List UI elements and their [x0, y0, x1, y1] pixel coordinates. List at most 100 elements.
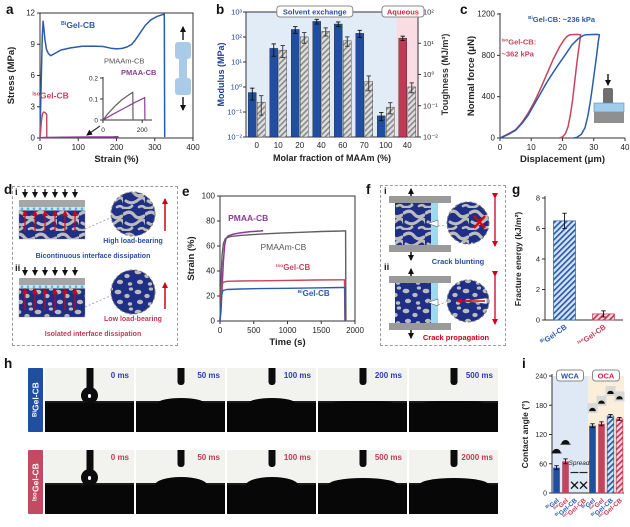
timestamp: 200 ms [374, 371, 402, 380]
x-tick-label: 0 [101, 127, 105, 134]
y-tick-label: 60 [539, 461, 547, 468]
y-tick-label: 800 [482, 51, 496, 60]
bar-toughness-40 [321, 31, 330, 138]
annotation: ~362 kPa [502, 49, 535, 58]
drop-photo-frame: 50 ms [136, 368, 225, 432]
y-tick-label: 40 [206, 267, 215, 276]
drop-photo-frame: 100 ms [227, 450, 316, 514]
y-axis-label: Contact angle (°) [520, 401, 530, 469]
series-BiGel-CB [39, 13, 166, 139]
sub-index-i: i [15, 187, 18, 198]
chart-g: 0 2 4 6 8 Fracture energy (kJ/m²) BiGel-CB IsoG… [513, 194, 623, 345]
flat-droplet-icon [552, 448, 561, 454]
header-box [592, 369, 620, 382]
pendant-drop [81, 387, 98, 405]
panel-d-letter: d [4, 182, 13, 197]
y-tick-label: 120 [535, 432, 547, 439]
annotation: PMAAm-CB [104, 57, 144, 66]
tag-text: Gel-CB [30, 463, 41, 493]
bar-toughness-40 [407, 86, 416, 138]
bar-modulus-10 [269, 48, 278, 138]
timestamp: 500 ms [465, 371, 493, 380]
y-tick-label: 8 [536, 194, 540, 203]
bar-modulus-40 [398, 37, 407, 138]
y-tick-label: 6 [31, 71, 36, 80]
spread-drop [157, 398, 204, 404]
drop-photo-frame: 0 ms [45, 450, 134, 514]
right-axis-label: Toughness (MJ/m³) [440, 34, 450, 116]
y-tick-label: 180 [535, 403, 547, 410]
x-tick-label: 0 [38, 143, 43, 152]
y-axis-label: Stress (MPa) [6, 47, 17, 105]
x-tick-label: 500 [247, 326, 261, 335]
timestamp: 0 ms [110, 453, 129, 462]
y-tick-label: 400 [482, 92, 496, 101]
bicontinuous-interface-diagram [18, 189, 168, 240]
left-tick: 10¹ [231, 58, 242, 67]
y-axis-label: Normal force (μN) [466, 36, 477, 116]
y-tick-label: 80 [206, 217, 215, 226]
y-tick-label: 240 [535, 374, 547, 381]
panel-d-schematic: i High load-bearing Bicontinuous interfa… [12, 186, 178, 346]
bar-modulus-40 [312, 21, 321, 138]
x-tick-label: 0 [218, 326, 223, 335]
substrate [45, 401, 134, 432]
left-axis-label: Modulus (MPa) [216, 43, 226, 107]
drop-photo-frame: 2000 ms [409, 450, 498, 514]
row-tag-bigel-cb: Bi Gel-CB [28, 368, 43, 432]
panel-b-letter: b [216, 2, 225, 17]
bar-toughness-20 [300, 36, 309, 138]
timestamp: 50 ms [197, 371, 220, 380]
flat-droplet-icon [561, 440, 570, 445]
panel-h-droplet-photos: Bi Gel-CB 0 ms 50 ms 100 ms 200 ms 500 ms… [0, 358, 518, 527]
chart-e: 0 500 1000 1500 2000 0 20 40 60 80 100 Time (s) Stra… [186, 192, 364, 349]
timestamp: 100 ms [283, 453, 311, 462]
crack-blunting-label: Crack blunting [431, 257, 485, 266]
annotation: PMAA-CB [228, 213, 268, 223]
y-tick-label: 0 [211, 317, 216, 326]
panel-f-graphic [389, 188, 498, 339]
bar-modulus-60 [334, 23, 343, 138]
panel-f-schematic: i Crack blunting ii Crack propagation [380, 185, 506, 346]
header-box-label: Aqueous [387, 8, 419, 17]
x-tick-label: 300 [148, 143, 162, 152]
crack-blunting-diagram [389, 188, 498, 261]
timestamp: 0 ms [110, 371, 129, 380]
y-tick-label: 0 [543, 491, 547, 498]
chart-a_inset: 0 200 0 0.1 0.2 PMAAm-CB PMAA-CB [89, 57, 157, 134]
sub-index-i: i [384, 186, 387, 197]
timestamp: 500 ms [374, 453, 402, 462]
annotation: IsoGel-CB [276, 263, 311, 272]
header-box-label: WCA [561, 372, 579, 381]
right-tick: 10² [423, 8, 434, 17]
drop-photo-frame: 100 ms [227, 368, 316, 432]
y-tick-label: 100 [202, 192, 216, 201]
y-tick-label: 9 [31, 40, 36, 49]
bar-toughness-60 [343, 40, 352, 138]
category-label: 60 [338, 141, 347, 150]
y-axis-label: Fracture energy (kJ/m²) [513, 212, 523, 307]
annotation: IsoGel-CB: [502, 37, 537, 46]
x-tick-label: 100 [72, 143, 86, 152]
left-tick: 10² [231, 33, 242, 42]
crack-propagation-label: Crack propagation [422, 333, 490, 342]
left-tick: 10⁻¹ [227, 108, 242, 117]
panel-h-letter: h [4, 356, 13, 371]
category-label: 10 [274, 141, 283, 150]
panel-e-letter: e [182, 184, 190, 199]
annotation: BiGel-CB [298, 289, 330, 298]
drop-photo-frame: 500 ms [409, 368, 498, 432]
y-tick-label: 0 [94, 118, 98, 125]
panel-e-strain-time-chart: 0 500 1000 1500 2000 0 20 40 60 80 100 Time (s) Stra… [186, 192, 364, 349]
x-tick-label: 40 [621, 143, 630, 152]
category-label: 40 [403, 141, 412, 150]
x-tick-label: 1500 [312, 326, 330, 335]
y-tick-label: 2 [536, 285, 540, 294]
y-tick-label: 6 [536, 224, 540, 233]
annotation: PMAAm-CB [261, 242, 307, 252]
row-tag-isogel-cb: Iso Gel-CB [28, 450, 43, 514]
header-box [276, 5, 354, 18]
series-BiGel-CB [219, 286, 346, 322]
timestamp: 100 ms [283, 371, 311, 380]
